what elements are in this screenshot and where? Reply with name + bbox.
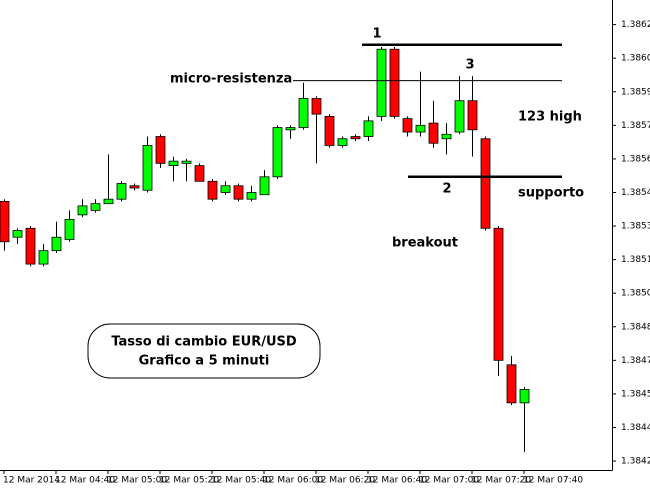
info-box-line: Tasso di cambio EUR/USD xyxy=(111,335,297,350)
candle-body xyxy=(0,201,10,243)
annotation: 1 xyxy=(372,27,381,42)
candle-body xyxy=(311,98,322,115)
x-tick-label: 12 Mar 06:40 xyxy=(367,476,427,486)
y-tick-label: 1.38455 xyxy=(621,389,650,399)
annotation: 3 xyxy=(465,58,474,73)
candle-body xyxy=(129,185,140,189)
candle-body xyxy=(272,127,283,178)
candle-body xyxy=(90,203,101,211)
candle-body xyxy=(116,183,127,200)
candle-body xyxy=(220,185,231,193)
candle-body xyxy=(467,100,478,131)
candle-body xyxy=(506,364,517,404)
candle-body xyxy=(38,250,49,265)
candle-body xyxy=(363,120,374,137)
y-tick-label: 1.38575 xyxy=(621,121,650,131)
candle-body xyxy=(402,118,413,133)
info-box-line: Grafico a 5 minuti xyxy=(139,354,270,369)
candle-body xyxy=(194,165,205,182)
candle-body xyxy=(415,124,426,133)
candle-body xyxy=(103,198,114,205)
y-tick-label: 1.38560 xyxy=(621,154,650,164)
x-tick-label: 12 Mar 06:00 xyxy=(263,476,323,486)
x-tick-label: 12 Mar 07:00 xyxy=(419,476,479,486)
y-tick-label: 1.38545 xyxy=(621,188,650,198)
candle-body xyxy=(298,98,309,128)
x-tick-label: 12 Mar 06:20 xyxy=(315,476,375,486)
info-box xyxy=(87,323,321,379)
y-tick-label: 1.38485 xyxy=(621,322,650,332)
candle-body xyxy=(389,48,400,117)
candle-body xyxy=(246,192,257,200)
x-tick-label: 12 Mar 2014 xyxy=(3,476,60,486)
candle-body xyxy=(259,176,270,196)
annotation: breakout xyxy=(392,236,458,251)
x-tick-label: 12 Mar 07:20 xyxy=(471,476,531,486)
candle-body xyxy=(376,48,387,117)
y-tick-label: 1.38500 xyxy=(621,289,650,299)
x-tick-label: 12 Mar 07:40 xyxy=(523,476,583,486)
candle-body xyxy=(168,160,179,167)
y-tick-label: 1.38590 xyxy=(621,87,650,97)
candle-body xyxy=(207,180,218,200)
y-tick-label: 1.38530 xyxy=(621,222,650,232)
x-tick-label: 12 Mar 05:40 xyxy=(211,476,271,486)
candle-body xyxy=(428,122,439,144)
y-tick-label: 1.38440 xyxy=(621,423,650,433)
candle-body xyxy=(480,138,491,229)
candle-body xyxy=(12,230,23,238)
y-tick-label: 1.38470 xyxy=(621,356,650,366)
candle-body xyxy=(324,115,335,146)
annotation: micro-resistenza xyxy=(170,72,292,87)
candle-body xyxy=(519,389,530,404)
annotation: 123 high xyxy=(518,110,582,125)
y-tick-label: 1.38515 xyxy=(621,255,650,265)
candle-body xyxy=(337,138,348,146)
candle-body xyxy=(285,127,296,131)
candle-body xyxy=(350,136,361,140)
y-tick-label: 1.38425 xyxy=(621,457,650,467)
x-tick-label: 12 Mar 05:20 xyxy=(159,476,219,486)
candle-body xyxy=(233,185,244,200)
candle-body xyxy=(441,133,452,140)
candle-body xyxy=(142,145,153,191)
candle-body xyxy=(77,205,88,216)
annotation: 2 xyxy=(442,182,451,197)
candle-body xyxy=(181,160,192,164)
candle-body xyxy=(51,236,62,252)
x-tick-label: 12 Mar 05:00 xyxy=(107,476,167,486)
candle-body xyxy=(155,136,166,164)
candle-body xyxy=(493,227,504,361)
annotation: supporto xyxy=(518,186,584,201)
candle-body xyxy=(454,100,465,133)
candle-body xyxy=(25,227,36,265)
y-tick-label: 1.38605 xyxy=(621,54,650,64)
x-tick-label: 12 Mar 04:40 xyxy=(55,476,115,486)
y-tick-label: 1.38620 xyxy=(621,20,650,30)
candle-body xyxy=(64,218,75,240)
